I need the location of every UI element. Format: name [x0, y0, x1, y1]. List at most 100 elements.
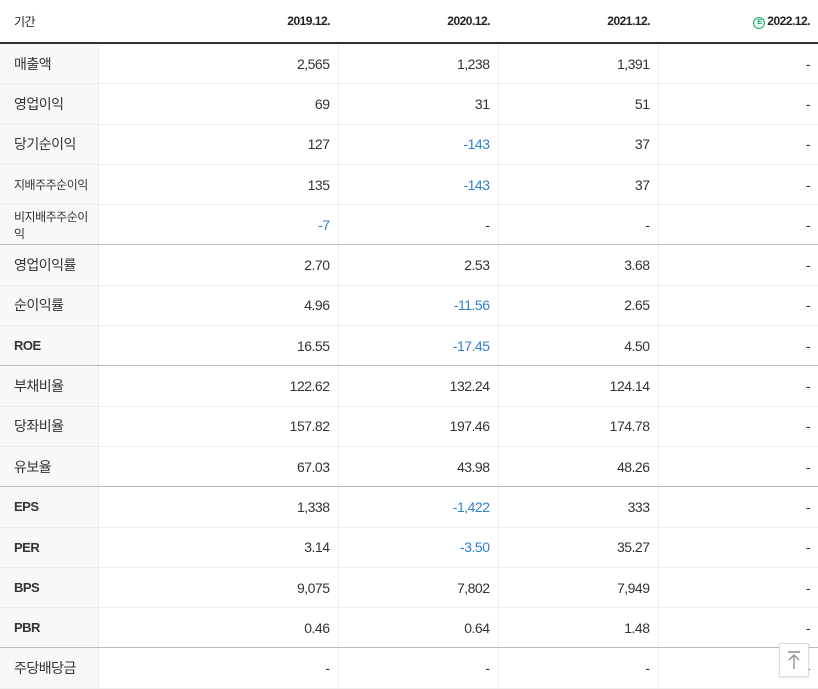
table-row: 당좌비율 157.82 197.46 174.78-	[0, 406, 818, 447]
table-cell: -	[657, 244, 818, 286]
column-header: 2021.12.	[498, 0, 658, 44]
table-cell: 1,338	[97, 486, 338, 528]
table-cell: -	[657, 164, 818, 206]
table-cell: -143	[337, 164, 498, 206]
table-row: PBR 0.46 0.64 1.48-	[0, 607, 818, 649]
table-cell: 48.26	[497, 446, 658, 488]
table-row: 부채비율 122.62 132.24 124.14-	[0, 365, 818, 407]
table-cell: -	[657, 365, 818, 407]
table-cell: 3.14	[97, 527, 338, 568]
table-row: EPS 1,338 -1,422 333-	[0, 486, 818, 528]
table-cell: 69	[97, 83, 338, 125]
table-cell: 122.62	[97, 365, 338, 407]
table-cell: 4.50	[497, 325, 658, 367]
column-header: 2019.12.	[98, 0, 338, 44]
table-cell: -17.45	[337, 325, 498, 367]
table-row: 순이익률 4.96 -11.56 2.65-	[0, 285, 818, 327]
table-cell: -	[657, 527, 818, 568]
table-cell: -7	[97, 204, 338, 246]
table-row: 유보율 67.03 43.98 48.26-	[0, 446, 818, 488]
table-cell: 4.96	[97, 285, 338, 327]
table-cell: 16.55	[97, 325, 338, 367]
table-cell: 127	[97, 124, 338, 165]
table-cell: -	[657, 406, 818, 447]
table-cell: -	[657, 325, 818, 367]
table-cell: 9,075	[97, 567, 338, 609]
table-cell: 333	[497, 486, 658, 528]
table-row: BPS 9,075 7,802 7,949-	[0, 567, 818, 609]
table-row: 지배주주순이익 135 -143 37-	[0, 164, 818, 206]
table-cell: 1,391	[497, 43, 658, 85]
row-label: PBR	[0, 607, 98, 649]
table-row: 주당배당금----	[0, 647, 818, 689]
table-cell: -	[657, 124, 818, 165]
row-label: 주당배당금	[0, 647, 98, 689]
table-cell: 0.64	[337, 607, 498, 649]
table-cell: 124.14	[497, 365, 658, 407]
table-cell: 135	[97, 164, 338, 206]
table-cell: 1,238	[337, 43, 498, 85]
column-header: 2020.12.	[338, 0, 498, 44]
table-cell: -	[657, 607, 818, 649]
table-cell: -	[657, 446, 818, 488]
table-cell: 157.82	[97, 406, 338, 447]
table-cell: 174.78	[497, 406, 658, 447]
scroll-to-top-button[interactable]	[779, 643, 809, 677]
row-label: 당좌비율	[0, 406, 98, 447]
period-header: 기간	[0, 0, 98, 44]
table-cell: 51	[497, 83, 658, 125]
table-row: 비지배주주순이익 -7- - -	[0, 204, 818, 246]
table-cell: -	[497, 647, 658, 689]
column-header-estimate: E 2022.12.	[658, 0, 818, 44]
table-cell: 43.98	[337, 446, 498, 488]
row-label: 매출액	[0, 43, 98, 85]
table-cell: -	[657, 486, 818, 528]
table-row: PER 3.14 -3.50 35.27-	[0, 527, 818, 568]
table-cell: 1.48	[497, 607, 658, 649]
row-label: 순이익률	[0, 285, 98, 327]
arrow-up-to-line-icon	[788, 651, 800, 669]
table-cell: 2,565	[97, 43, 338, 85]
table-cell: -	[97, 647, 338, 689]
row-label: EPS	[0, 486, 98, 528]
table-cell: -1,422	[337, 486, 498, 528]
table-cell: -143	[337, 124, 498, 165]
table-cell: 67.03	[97, 446, 338, 488]
table-cell: -	[657, 83, 818, 125]
row-label: 영업이익률	[0, 244, 98, 286]
estimate-badge-icon: E	[753, 16, 766, 29]
table-cell: -	[657, 567, 818, 609]
table-cell: -	[657, 43, 818, 85]
table-row: 당기순이익 127 -143 37-	[0, 124, 818, 165]
table-cell: -	[337, 204, 498, 246]
table-cell: 2.70	[97, 244, 338, 286]
table-cell: -11.56	[337, 285, 498, 327]
table-cell: 37	[497, 124, 658, 165]
table-cell: 3.68	[497, 244, 658, 286]
row-label: 당기순이익	[0, 124, 98, 165]
table-cell: 37	[497, 164, 658, 206]
table-cell: 2.65	[497, 285, 658, 327]
column-header-label: 2022.12.	[767, 13, 810, 28]
table-cell: 132.24	[337, 365, 498, 407]
table-row: 영업이익 69 31 51-	[0, 83, 818, 125]
table-cell: -3.50	[337, 527, 498, 568]
row-label: ROE	[0, 325, 98, 367]
table-cell: -	[657, 285, 818, 327]
table-cell: 31	[337, 83, 498, 125]
row-label: 지배주주순이익	[0, 164, 98, 206]
table-cell: 197.46	[337, 406, 498, 447]
row-label: 유보율	[0, 446, 98, 488]
row-label: PER	[0, 527, 98, 568]
table-cell: -	[337, 647, 498, 689]
row-label: 비지배주주순이익	[0, 204, 98, 246]
row-label: 부채비율	[0, 365, 98, 407]
table-cell: 35.27	[497, 527, 658, 568]
table-row: 영업이익률 2.70 2.53 3.68-	[0, 244, 818, 286]
row-label: BPS	[0, 567, 98, 609]
table-cell: 2.53	[337, 244, 498, 286]
table-cell: 7,802	[337, 567, 498, 609]
table-cell: -	[497, 204, 658, 246]
table-row: 매출액 2,565 1,238 1,391-	[0, 43, 818, 85]
